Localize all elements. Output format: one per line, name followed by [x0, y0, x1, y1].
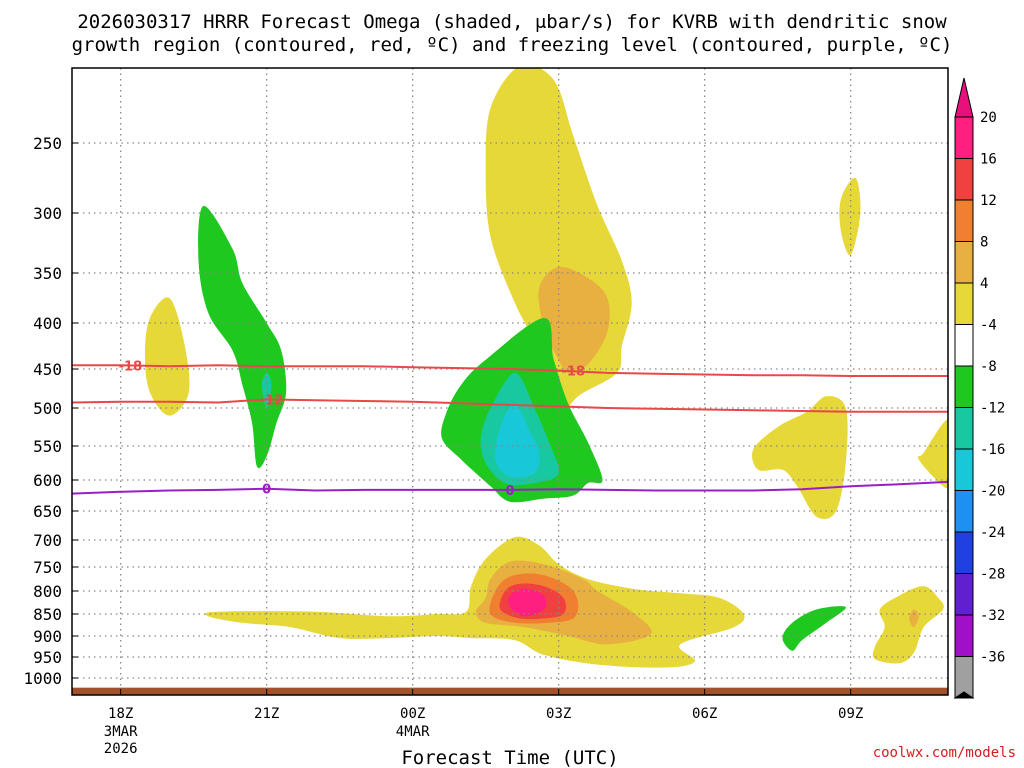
colorbar-swatch	[954, 407, 974, 450]
colorbar-label-8: 8	[980, 235, 988, 251]
colorbar-label--24: -24	[980, 525, 1005, 541]
region-cyan-center	[494, 404, 540, 478]
xtick-label-03Z: 03Z	[546, 706, 571, 722]
ytick-label-950: 950	[33, 648, 62, 667]
contour-freezing-0	[72, 480, 948, 495]
ytick-label-800: 800	[33, 582, 62, 601]
colorbar-label-20: 20	[980, 110, 997, 126]
title-line-1: 2026030317 HRRR Forecast Omega (shaded, …	[77, 11, 947, 33]
colorbar-swatch	[954, 158, 974, 201]
colorbar-swatch	[954, 282, 974, 325]
credit-text: coolwx.com/models	[873, 745, 1016, 761]
colorbar: 20 16 12 8 4 -4 -8 -12 -16 -20 -24 -28 -32 -36	[953, 77, 1005, 699]
ytick-label-500: 500	[33, 399, 62, 418]
colorbar-label-4: 4	[980, 276, 988, 292]
colorbar-label-12: 12	[980, 193, 997, 209]
ytick-label-600: 600	[33, 471, 62, 490]
plot-frame	[71, 67, 949, 696]
ytick-label-1000: 1000	[23, 669, 62, 688]
colorbar-label--36: -36	[980, 650, 1005, 666]
contour-label-freezing-0-1: 0	[505, 484, 514, 499]
ytick-label-350: 350	[33, 264, 62, 283]
colorbar-label--32: -32	[980, 608, 1005, 624]
colorbar-label-16: 16	[980, 152, 997, 168]
xtick-label-00Z: 00Z	[400, 706, 425, 722]
colorbar-swatch	[954, 573, 974, 616]
region-yellow-lower-right	[872, 586, 944, 664]
chart-title: 2026030317 HRRR Forecast Omega (shaded, …	[72, 11, 953, 56]
colorbar-label--12: -12	[980, 401, 1005, 417]
xtick-sublabel: 4MAR	[396, 724, 430, 740]
ytick-label-450: 450	[33, 360, 62, 379]
contour-dgz--18	[72, 364, 948, 377]
region-orange-core-upper	[538, 266, 610, 374]
colorbar-label--8: -8	[980, 359, 997, 375]
region-green-lower-right	[782, 606, 846, 651]
colorbar-bottom-arrow	[953, 691, 975, 699]
colorbar-label--20: -20	[980, 484, 1005, 500]
ytick-label-550: 550	[33, 437, 62, 456]
colorbar-swatch	[954, 241, 974, 284]
region-yellow-right-blob	[752, 396, 848, 520]
ytick-label-300: 300	[33, 204, 62, 223]
xtick-label-06Z: 06Z	[692, 706, 717, 722]
region-yellow-far-right	[917, 419, 948, 489]
contour-label-freezing-0-0: 0	[262, 483, 271, 498]
region-magenta-lower	[508, 588, 547, 617]
colorbar-swatch	[954, 531, 974, 574]
colorbar-swatch	[954, 199, 974, 242]
region-yellow-left-plume	[145, 297, 190, 416]
colorbar-swatch	[954, 365, 974, 408]
region-orange-lower-right	[909, 609, 919, 628]
temperature-contours: -18 -18 -12 0 0	[72, 359, 948, 499]
terrain-band	[72, 687, 948, 695]
xtick-sublabel: 2026	[104, 741, 138, 757]
grid-lines	[72, 68, 948, 695]
xtick-label-09Z: 09Z	[838, 706, 863, 722]
colorbar-swatch	[954, 490, 974, 533]
colorbar-swatch	[954, 448, 974, 491]
colorbar-label--16: -16	[980, 442, 1005, 458]
colorbar-swatch	[954, 116, 974, 159]
region-yellow-small-top-right	[839, 177, 861, 256]
title-line-2: growth region (contoured, red, ºC) and f…	[72, 34, 953, 56]
contour-dgz--12	[72, 398, 948, 413]
y-axis-ticks: 250 300 350 400 450 500 550 600 650 700 750 800 850 9…	[23, 134, 78, 688]
ytick-label-250: 250	[33, 134, 62, 153]
colorbar-label--28: -28	[980, 567, 1005, 583]
colorbar-swatch	[954, 614, 974, 657]
ytick-label-850: 850	[33, 605, 62, 624]
region-green-left-streak	[198, 205, 287, 469]
ytick-label-400: 400	[33, 314, 62, 333]
region-yellow-lower-broad	[204, 536, 745, 668]
contour-label-dgz--12-0: -12	[260, 393, 284, 408]
ytick-label-900: 900	[33, 627, 62, 646]
ytick-label-750: 750	[33, 558, 62, 577]
xtick-label-18Z: 18Z	[108, 706, 133, 722]
colorbar-top-arrow	[954, 77, 974, 118]
xtick-sublabel: 3MAR	[104, 724, 138, 740]
colorbar-label--4: -4	[980, 318, 997, 334]
colorbar-swatch	[954, 324, 974, 367]
xtick-label-21Z: 21Z	[254, 706, 279, 722]
ytick-label-700: 700	[33, 531, 62, 550]
contour-label-dgz--18-0: -18	[119, 359, 143, 374]
contour-label-dgz--18-1: -18	[562, 365, 586, 380]
x-axis-label: Forecast Time (UTC)	[401, 747, 618, 768]
ytick-label-650: 650	[33, 502, 62, 521]
